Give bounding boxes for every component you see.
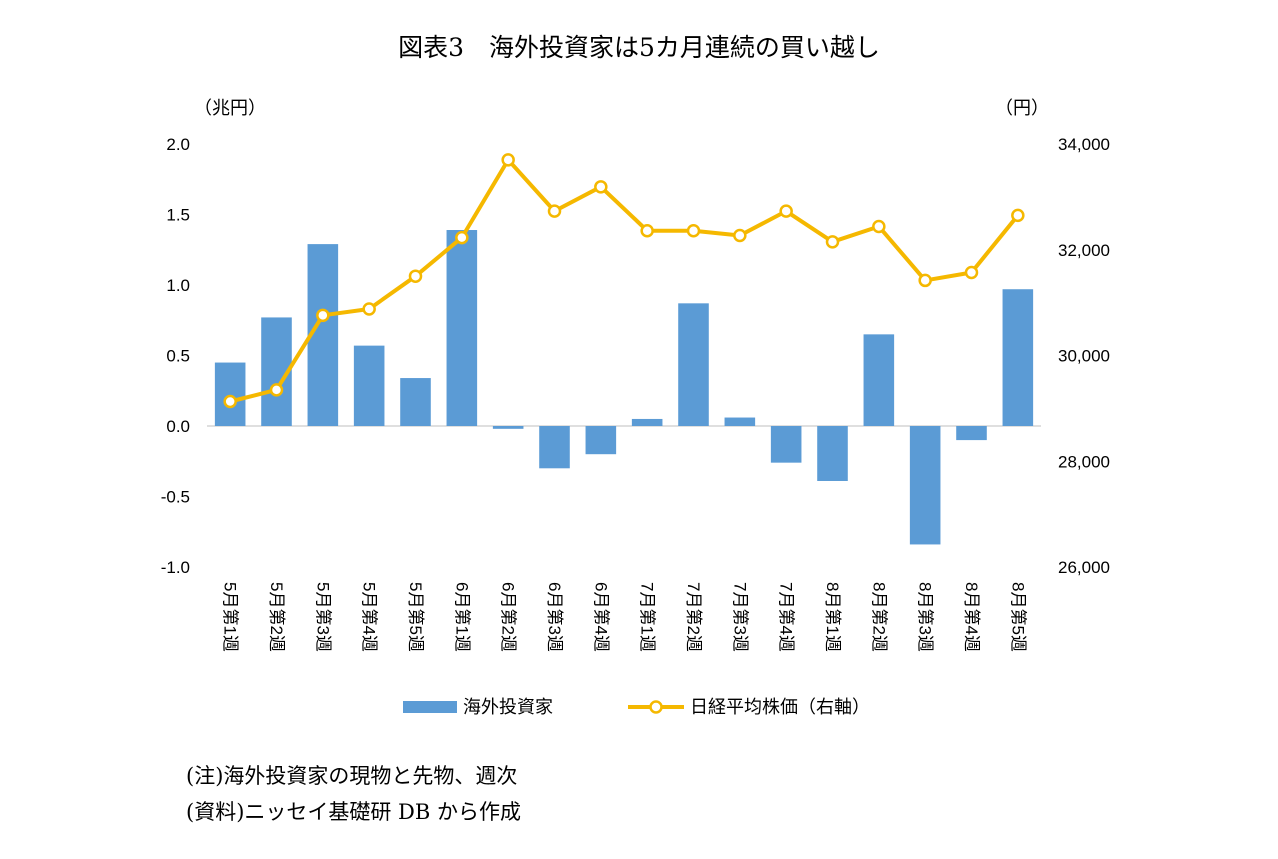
line-point — [779, 204, 793, 218]
y-right-tick-label: 28,000 — [1058, 452, 1110, 471]
bar — [956, 426, 987, 441]
line-point — [269, 383, 284, 397]
bar — [400, 378, 431, 426]
bar — [863, 334, 895, 426]
line-series — [223, 153, 1025, 409]
y-left-tick-label: 0.5 — [166, 347, 190, 366]
line-point — [825, 235, 840, 249]
bar — [817, 426, 848, 481]
line-point — [918, 273, 932, 288]
y-right-unit-label: （円） — [995, 98, 1049, 118]
x-tick-label: 8月第1週 — [823, 582, 842, 652]
x-tick-label: 6月第3週 — [545, 582, 564, 652]
bar — [724, 417, 756, 426]
legend-bar-swatch — [403, 701, 457, 713]
x-tick-label: 5月第1週 — [221, 582, 240, 652]
bar-series — [214, 230, 1034, 545]
x-tick-label: 5月第3週 — [313, 582, 332, 652]
x-tick-label: 8月第4週 — [962, 582, 981, 652]
bar — [353, 345, 385, 426]
category-labels: 5月第1週 5月第2週 5月第3週 5月第4週 5月第5週 6月第1週 6月第2週 6月第3週… — [221, 582, 1028, 652]
x-tick-label: 6月第4週 — [591, 582, 610, 652]
legend-bar-label: 海外投資家 — [463, 697, 553, 717]
bar — [214, 362, 246, 426]
line-point — [223, 394, 237, 409]
x-tick-label: 7月第4週 — [777, 582, 796, 652]
line-point — [686, 223, 701, 238]
line-point — [733, 228, 747, 243]
bar — [1002, 289, 1034, 426]
line-point — [455, 230, 469, 245]
x-tick-label: 7月第3週 — [730, 582, 749, 652]
bar — [585, 426, 617, 455]
x-tick-label: 5月第2週 — [267, 582, 286, 652]
y-left-tick-label: 2.0 — [166, 135, 190, 154]
chart-title: 図表3 海外投資家は5カ月連続の買い越し — [398, 33, 880, 62]
y-right-tick-label: 34,000 — [1058, 135, 1110, 154]
y-left-tick-label: 0.0 — [166, 417, 190, 436]
bar — [492, 426, 524, 429]
y-left-unit-label: （兆円） — [194, 98, 266, 118]
bar — [770, 426, 802, 463]
line-point — [547, 204, 562, 218]
bar — [446, 230, 478, 426]
line-point — [872, 219, 886, 234]
axis-labels: （兆円） （円） 2.0 1.5 1.0 0.5 0.0 -0.5 -1.0 34,000 32,0… — [161, 98, 1110, 577]
legend-line-marker — [649, 700, 663, 714]
x-tick-label: 5月第4週 — [360, 582, 379, 652]
line-path — [229, 157, 1020, 404]
x-tick-label: 8月第5週 — [1008, 582, 1027, 652]
line-point — [501, 153, 515, 167]
x-tick-label: 6月第2週 — [499, 582, 518, 652]
line-point — [316, 308, 330, 323]
bar — [539, 426, 570, 469]
y-right-tick-label: 30,000 — [1058, 347, 1110, 366]
y-left-tick-label: -0.5 — [161, 488, 190, 507]
y-left-tick-label: -1.0 — [161, 558, 190, 577]
y-right-tick-label: 26,000 — [1058, 558, 1110, 577]
bar — [631, 418, 663, 426]
y-left-tick-label: 1.0 — [166, 276, 190, 295]
chart-area: （兆円） （円） 2.0 1.5 1.0 0.5 0.0 -0.5 -1.0 34,000 32,0… — [161, 98, 1110, 717]
note-text: (注)海外投資家の現物と先物、週次 — [186, 764, 518, 788]
line-point — [408, 269, 423, 283]
x-tick-label: 7月第1週 — [638, 582, 657, 652]
legend: 海外投資家 日経平均株価（右軸） — [403, 697, 870, 717]
bar — [678, 303, 709, 426]
line-point — [362, 302, 376, 316]
x-tick-label: 8月第2週 — [869, 582, 888, 652]
legend-line-label: 日経平均株価（右軸） — [690, 697, 870, 717]
x-tick-label: 8月第3週 — [916, 582, 935, 652]
line-point — [640, 223, 654, 238]
y-left-tick-label: 1.5 — [166, 206, 190, 225]
line-point — [594, 180, 608, 194]
line-point — [1011, 208, 1025, 223]
y-right-tick-label: 32,000 — [1058, 241, 1110, 260]
x-tick-label: 6月第1週 — [452, 582, 471, 652]
x-tick-label: 7月第2週 — [684, 582, 703, 652]
source-text: (資料)ニッセイ基礎研 DB から作成 — [186, 800, 522, 824]
line-point — [964, 265, 979, 280]
x-tick-label: 5月第5週 — [406, 582, 425, 652]
bar — [909, 426, 941, 545]
